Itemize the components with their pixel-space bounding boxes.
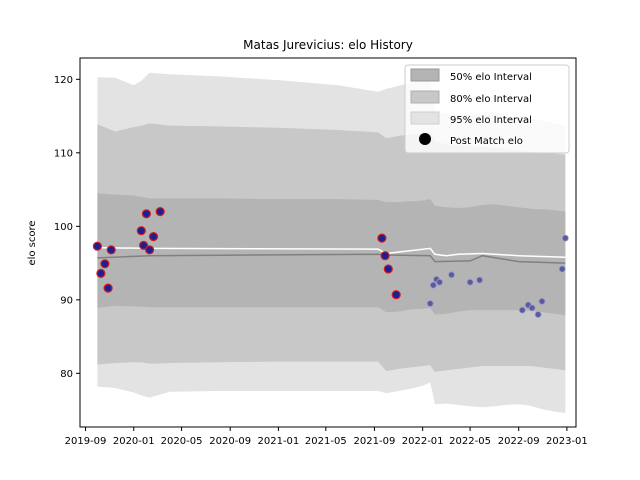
- plot-area: [92, 72, 569, 413]
- legend-swatch-band95: [410, 111, 440, 125]
- post-match-elo-point: [391, 290, 401, 300]
- post-match-elo-point: [136, 226, 146, 236]
- post-match-elo-point: [141, 209, 151, 219]
- post-match-elo-point: [155, 207, 165, 217]
- post-match-elo-point: [106, 245, 116, 255]
- post-match-elo-point: [528, 304, 536, 312]
- y-axis: 80 90 100 110 120: [54, 75, 80, 380]
- median-elo-line: [97, 253, 566, 264]
- legend-frame: [404, 64, 570, 154]
- axes-frame: [79, 57, 577, 428]
- post-match-elo-point: [145, 245, 155, 255]
- x-tick-label: 2021-09: [354, 436, 396, 447]
- x-tick-label: 2020-01: [113, 436, 155, 447]
- legend-label-band80: 80% elo Interval: [450, 94, 532, 105]
- y-tick-label: 120: [54, 75, 73, 86]
- x-axis: 2019-09 2020-01 2020-05 2020-09 2021-01 2021-…: [65, 427, 588, 447]
- legend-label-points: Post Match elo: [450, 136, 523, 147]
- post-match-elo-point: [92, 241, 103, 251]
- post-match-elo-point: [100, 259, 110, 269]
- x-tick-label: 2022-01: [402, 436, 444, 447]
- x-tick-label: 2020-05: [161, 436, 203, 447]
- post-match-elo-point: [558, 265, 566, 273]
- post-match-elo-point: [518, 306, 526, 314]
- legend-swatch-band80: [410, 90, 440, 104]
- post-match-elo-point: [377, 233, 387, 243]
- y-tick-label: 100: [54, 222, 73, 233]
- post-match-elo-point: [96, 268, 106, 278]
- legend-label-band50: 50% elo Interval: [450, 72, 532, 83]
- x-tick-label: 2022-09: [498, 436, 540, 447]
- post-match-elo-point: [476, 276, 484, 284]
- post-match-elo-point: [426, 300, 434, 307]
- post-match-elo-point: [380, 251, 390, 261]
- post-match-elo-point: [436, 278, 444, 286]
- legend-label-band95: 95% elo Interval: [450, 115, 532, 126]
- legend-marker-points: [419, 133, 431, 145]
- legend: 50% elo Interval 80% elo Interval 95% el…: [404, 64, 570, 154]
- x-tick-label: 2019-09: [65, 436, 107, 447]
- y-tick-label: 90: [60, 295, 73, 306]
- mean-elo-line: [97, 246, 566, 258]
- post-match-elo-point: [103, 283, 113, 293]
- post-match-elo-point: [383, 264, 393, 274]
- post-match-elo-point: [429, 281, 437, 289]
- post-match-elo-point: [466, 278, 474, 286]
- x-tick-label: 2021-01: [258, 436, 300, 447]
- x-tick-label: 2022-05: [449, 436, 491, 447]
- y-axis-label: elo score: [27, 220, 38, 265]
- x-tick-label: 2023-01: [546, 436, 588, 447]
- x-tick-label: 2021-05: [305, 436, 347, 447]
- x-tick-label: 2020-09: [209, 436, 251, 447]
- legend-swatch-band50: [410, 68, 440, 82]
- post-match-elo-point: [561, 234, 569, 242]
- post-match-elo-point: [534, 311, 542, 318]
- post-match-elo-point: [148, 232, 159, 242]
- y-tick-label: 110: [54, 148, 73, 159]
- post-match-elo-point: [139, 240, 149, 250]
- post-match-elo-point: [538, 297, 546, 305]
- chart-title: Matas Jurevicius: elo History: [243, 38, 413, 52]
- post-match-elo-point: [448, 271, 455, 279]
- y-tick-label: 80: [60, 369, 73, 380]
